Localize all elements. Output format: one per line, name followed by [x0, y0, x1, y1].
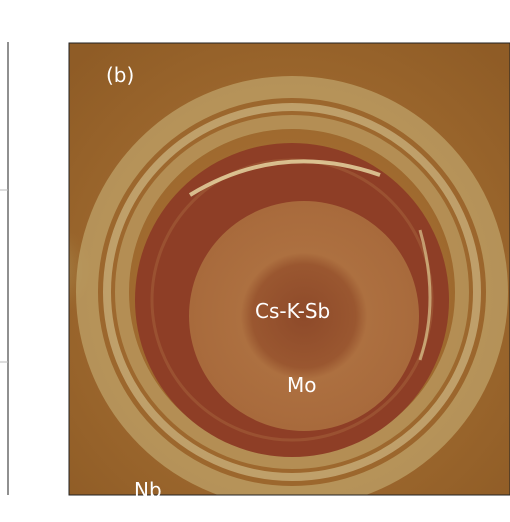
figure: (b) Cs-K-Sb Mo Nb [0, 0, 510, 522]
panel-label: (b) [106, 63, 134, 87]
photo [0, 43, 510, 497]
page: (b) Cs-K-Sb Mo Nb (() => { const data = … [0, 0, 510, 522]
label-cs-k-sb: Cs-K-Sb [255, 299, 330, 323]
label-nb: Nb [134, 478, 162, 502]
neighbor-panel-edge [0, 42, 8, 495]
label-mo: Mo [287, 373, 317, 397]
